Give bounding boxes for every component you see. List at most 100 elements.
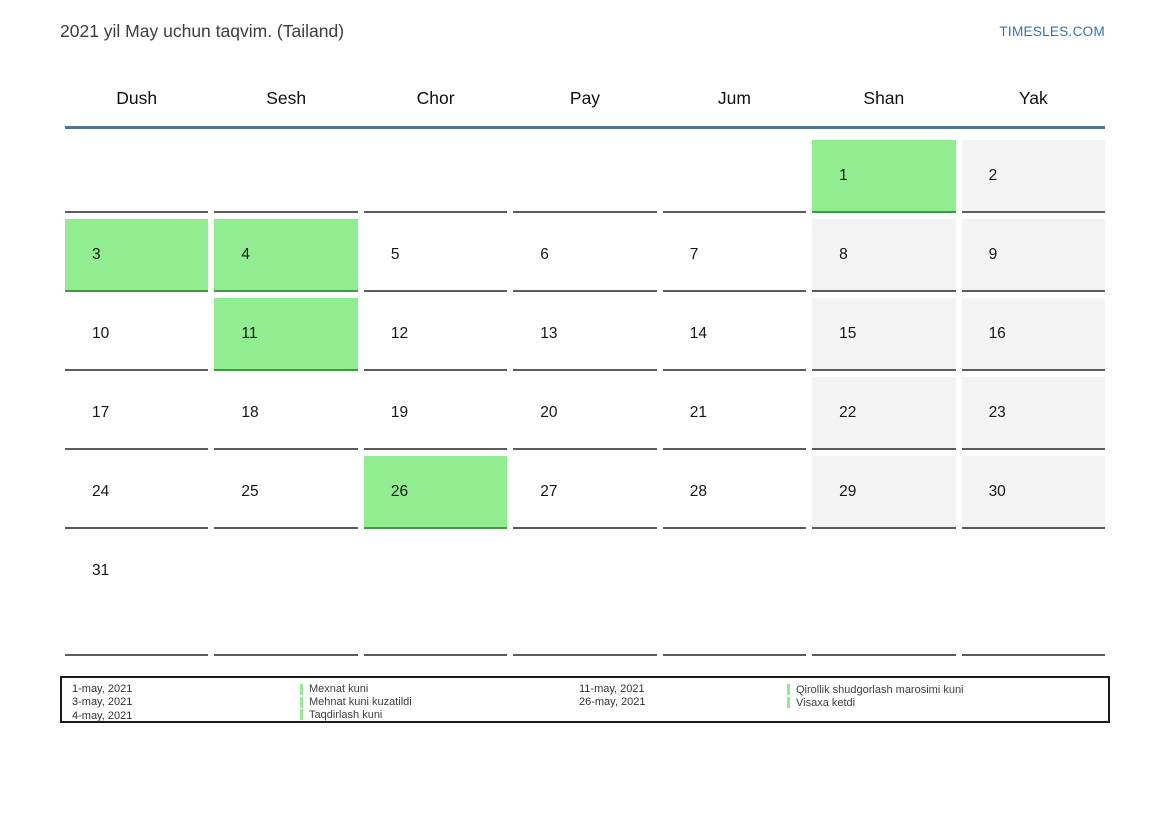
day-number: 28 (689, 482, 707, 500)
day-number: 10 (92, 324, 110, 342)
day-number: 31 (92, 562, 110, 579)
weekday-label-jum: Jum (717, 88, 751, 108)
day-cell-18[interactable]: 18 (214, 377, 358, 450)
holiday-marker-icon (300, 683, 303, 695)
day-number: 16 (988, 324, 1006, 342)
legend-dates-group-2: 11-may, 2021 26-may, 2021 (579, 683, 787, 721)
day-cell-empty (812, 535, 956, 656)
day-number: 12 (390, 324, 409, 342)
legend-label: Taqdirlash kuni (309, 708, 383, 721)
day-cell-17[interactable]: 17 (65, 377, 209, 450)
day-cell-28[interactable]: 28 (662, 456, 807, 529)
holiday-marker-icon (787, 684, 790, 696)
day-number: 6 (540, 245, 549, 263)
day-number: 5 (390, 245, 400, 263)
day-number: 24 (92, 482, 110, 500)
day-cell-23[interactable]: 23 (961, 377, 1105, 450)
day-number: 29 (839, 482, 857, 500)
day-number: 7 (689, 245, 699, 263)
holiday-marker-icon (300, 696, 303, 708)
day-cell-4[interactable]: 4 (214, 219, 358, 292)
holiday-marker-icon (787, 697, 790, 709)
day-cell-26[interactable]: 26 (363, 456, 508, 529)
day-cell-empty (662, 140, 807, 213)
weekday-label-sesh: Sesh (266, 88, 307, 108)
day-number: 17 (92, 403, 110, 421)
day-cell-empty (961, 535, 1105, 656)
legend-date: 26-may, 2021 (579, 696, 646, 709)
calendar-grid: 1 2 3 4 5 6 7 8 9 10 11 12 13 14 15 16 17 18 19 20 21 22 23 24 2… (65, 140, 1105, 656)
day-number: 21 (689, 403, 707, 421)
day-cell-8[interactable]: 8 (812, 219, 956, 292)
day-cell-1[interactable]: 1 (812, 140, 956, 213)
day-cell-27[interactable]: 27 (513, 456, 657, 529)
day-cell-empty (363, 140, 508, 213)
day-cell-14[interactable]: 14 (662, 298, 807, 371)
weekday-header-row: Dush Sesh Chor Pay Jum Shan Yak (65, 86, 1105, 129)
day-cell-19[interactable]: 19 (363, 377, 508, 450)
day-cell-15[interactable]: 15 (812, 298, 956, 371)
day-number: 20 (540, 403, 558, 421)
day-number: 27 (540, 482, 558, 500)
day-cell-3[interactable]: 3 (65, 219, 209, 292)
day-cell-9[interactable]: 9 (961, 219, 1105, 292)
day-cell-empty (363, 535, 508, 656)
legend-label: Qirollik shudgorlash marosimi kuni (796, 683, 964, 696)
legend-entry: Visaxa ketdi (787, 696, 1108, 709)
legend-date: 3-may, 2021 (72, 696, 133, 709)
day-cell-5[interactable]: 5 (363, 219, 508, 292)
day-cell-24[interactable]: 24 (65, 456, 209, 529)
day-cell-11[interactable]: 11 (214, 298, 358, 371)
weekday-label-dush: Dush (116, 88, 158, 108)
day-cell-16[interactable]: 16 (961, 298, 1105, 371)
day-cell-10[interactable]: 10 (65, 298, 209, 371)
legend-label: Mexnat kuni (309, 683, 369, 696)
day-number: 23 (988, 403, 1006, 421)
legend-labels-group-2: Qirollik shudgorlash marosimi kuni Visaxa… (787, 683, 1108, 721)
weekday-label-chor: Chor (416, 88, 455, 108)
day-number: 8 (839, 245, 848, 263)
day-number: 26 (390, 482, 409, 500)
day-cell-30[interactable]: 30 (961, 456, 1105, 529)
day-number: 2 (988, 166, 998, 184)
legend-dates-group-1: 1-may, 2021 3-may, 2021 4-may, 2021 (72, 683, 300, 722)
legend-entry: Taqdirlash kuni (300, 708, 579, 721)
day-cell-13[interactable]: 13 (513, 298, 657, 371)
day-cell-empty (65, 140, 209, 213)
day-number: 18 (241, 403, 259, 421)
day-number: 30 (988, 482, 1006, 500)
day-cell-25[interactable]: 25 (214, 456, 358, 529)
site-link[interactable]: TIMESLES.COM (999, 24, 1105, 39)
day-number: 22 (839, 403, 857, 421)
legend-entry: Mehnat kuni kuzatildi (300, 696, 579, 709)
legend-date: 11-may, 2021 (579, 683, 645, 695)
day-cell-empty (214, 140, 358, 213)
legend-date: 4-may, 2021 (72, 709, 133, 722)
day-cell-31[interactable]: 31 (65, 535, 209, 656)
day-number: 4 (241, 245, 251, 263)
day-cell-12[interactable]: 12 (363, 298, 508, 371)
day-cell-empty (214, 535, 358, 656)
legend-date: 1-may, 2021 (72, 683, 133, 695)
day-cell-empty (662, 535, 807, 656)
day-number: 11 (241, 324, 258, 342)
day-number: 13 (540, 324, 558, 342)
day-cell-2[interactable]: 2 (961, 140, 1105, 213)
day-cell-22[interactable]: 22 (812, 377, 956, 450)
day-number: 3 (92, 245, 101, 263)
weekday-label-pay: Pay (569, 88, 601, 108)
day-cell-7[interactable]: 7 (662, 219, 807, 292)
day-number: 9 (988, 245, 998, 263)
page-title: 2021 yil May uchun taqvim. (Tailand) (60, 21, 345, 41)
legend-entry: Mexnat kuni (300, 683, 579, 696)
day-cell-21[interactable]: 21 (662, 377, 807, 450)
weekday-label-yak: Yak (1018, 88, 1048, 108)
day-cell-6[interactable]: 6 (513, 219, 657, 292)
day-cell-20[interactable]: 20 (513, 377, 657, 450)
holiday-marker-icon (300, 709, 303, 721)
legend-entry: Qirollik shudgorlash marosimi kuni (787, 683, 1108, 696)
day-cell-29[interactable]: 29 (812, 456, 956, 529)
legend-labels-group-1: Mexnat kuni Mehnat kuni kuzatildi Taqdirla… (300, 683, 579, 721)
legend-label: Visaxa ketdi (796, 696, 856, 709)
day-number: 14 (689, 324, 707, 342)
